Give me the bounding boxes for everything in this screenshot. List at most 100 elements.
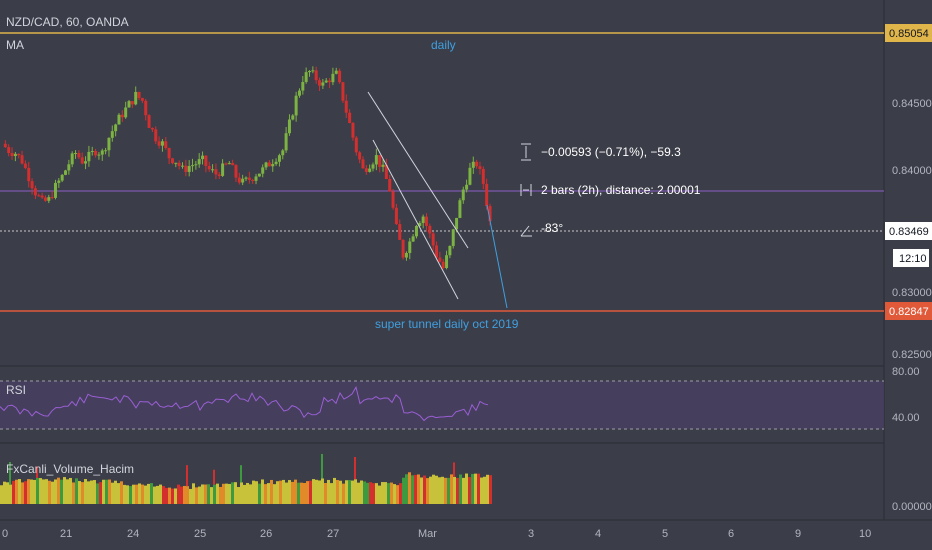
volume-bar: [219, 486, 222, 504]
volume-bar: [357, 482, 360, 504]
volume-spike: [9, 462, 11, 485]
volume-bar: [27, 479, 30, 504]
candle-body: [134, 91, 138, 105]
volume-bar: [432, 474, 435, 504]
candle-body: [488, 206, 492, 222]
candle-body: [374, 155, 378, 165]
candle-body: [127, 101, 131, 108]
top-level-badge: [885, 24, 932, 42]
candle-body: [197, 159, 201, 165]
volume-bar: [54, 479, 57, 504]
candle-body: [241, 178, 245, 183]
volume-bar: [465, 473, 468, 504]
projection-line[interactable]: [486, 204, 508, 309]
bottom-level-badge: [885, 302, 932, 320]
volume-bar: [375, 483, 378, 504]
time-label: 24: [127, 528, 139, 540]
candle-body: [167, 148, 171, 159]
candle-body: [451, 229, 455, 246]
candle-body: [344, 100, 348, 113]
candle-body: [37, 195, 41, 197]
volume-bar: [468, 477, 471, 504]
channel-line-upper[interactable]: [367, 91, 469, 249]
candle-body: [404, 252, 408, 258]
measurement-tool[interactable]: −0.00593 (−0.71%), −59.3 2 bars (2h), di…: [520, 143, 701, 237]
candle-body: [455, 217, 459, 230]
volume-bar: [123, 484, 126, 504]
volume-label[interactable]: FxCanli_Volume_Hacim: [6, 462, 134, 476]
rsi-line: [0, 385, 489, 422]
channel-line-lower[interactable]: [372, 139, 459, 300]
candle-body: [20, 155, 24, 164]
volume-bar: [159, 484, 162, 504]
candle-body: [174, 162, 178, 164]
volume-bar: [348, 480, 351, 504]
volume-bar: [228, 483, 231, 504]
price-range-icon: [521, 143, 531, 161]
candle-body: [117, 114, 121, 125]
volume-bar: [99, 482, 102, 504]
daily-annotation[interactable]: daily: [431, 38, 456, 52]
candle-body: [30, 181, 34, 189]
candle-body: [408, 241, 412, 253]
volume-bar: [192, 483, 195, 504]
time-label: 10: [859, 528, 871, 540]
volume-bar: [423, 475, 426, 504]
candle-body: [67, 164, 71, 171]
volume-bar: [270, 479, 273, 504]
candle-body: [287, 119, 291, 134]
volume-bar: [57, 477, 60, 504]
volume-bar: [261, 479, 264, 504]
candle-body: [318, 80, 322, 86]
volume-bar: [483, 476, 486, 504]
candle-body: [10, 152, 14, 157]
candle-body: [331, 73, 335, 83]
candle-body: [77, 152, 81, 158]
time-axis[interactable]: 0 21 24 25 26 27 Mar 3 4 5 6 9 10: [2, 528, 871, 540]
candle-body: [150, 127, 154, 130]
candle-body: [207, 165, 211, 170]
price-axis[interactable]: 0.84500 0.84000 0.83000 0.82500 0.85054 …: [885, 24, 932, 513]
candle-body: [398, 224, 402, 240]
volume-bar: [0, 485, 3, 504]
candle-body: [411, 236, 415, 242]
candle-body: [424, 216, 428, 226]
candlestick-series: [3, 66, 492, 270]
volume-bar: [282, 479, 285, 504]
volume-bar: [474, 473, 477, 504]
candle-body: [338, 70, 342, 83]
volume-bar: [165, 487, 168, 504]
rsi-label[interactable]: RSI: [6, 383, 26, 397]
candle-body: [428, 225, 432, 234]
candle-body: [124, 107, 128, 118]
tunnel-annotation[interactable]: super tunnel daily oct 2019: [375, 317, 519, 331]
volume-bar: [117, 483, 120, 504]
candle-body: [201, 155, 205, 160]
volume-bar: [15, 479, 18, 504]
time-label: 27: [327, 528, 339, 540]
candle-body: [301, 81, 305, 91]
volume-bar: [114, 480, 117, 504]
volume-bar: [381, 482, 384, 504]
volume-bar: [69, 477, 72, 504]
volume-bar: [285, 482, 288, 504]
volume-bar: [369, 482, 372, 504]
volume-bar: [141, 484, 144, 504]
volume-bar: [336, 479, 339, 504]
candle-body: [177, 162, 181, 166]
volume-bar: [216, 483, 219, 504]
volume-bar: [291, 481, 294, 504]
candle-body: [74, 152, 78, 154]
candle-body: [478, 166, 482, 169]
candle-body: [90, 151, 94, 153]
ma-indicator-label[interactable]: MA: [6, 38, 24, 52]
volume-bar: [462, 477, 465, 504]
volume-bar: [399, 483, 402, 504]
candle-body: [60, 174, 64, 181]
candle-body: [53, 182, 57, 198]
volume-bar: [195, 487, 198, 504]
candle-body: [348, 112, 352, 123]
volume-bar: [342, 483, 345, 504]
volume-bar: [6, 482, 9, 504]
